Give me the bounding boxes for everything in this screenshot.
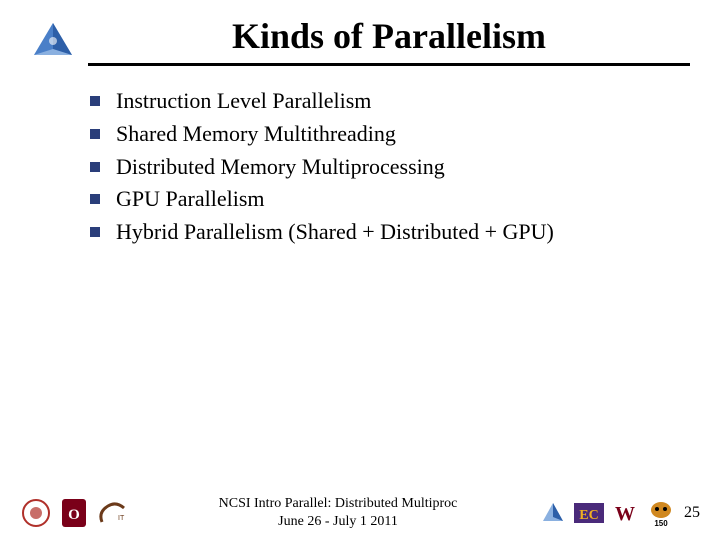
list-item: Shared Memory Multithreading [90, 119, 690, 150]
bullet-text: Instruction Level Parallelism [116, 86, 371, 117]
slide-title: Kinds of Parallelism [88, 15, 690, 57]
ou-logo-icon: O [60, 497, 88, 529]
list-item: Distributed Memory Multiprocessing [90, 152, 690, 183]
w-logo-icon: W [612, 500, 638, 526]
svg-text:O: O [68, 507, 80, 523]
bullet-text: Shared Memory Multithreading [116, 119, 396, 150]
tri-logo-icon [540, 500, 566, 526]
bullet-marker-icon [90, 227, 100, 237]
bullet-list: Instruction Level Parallelism Shared Mem… [90, 86, 690, 248]
title-rule [88, 63, 690, 66]
slide: Kinds of Parallelism Instruction Level P… [0, 0, 720, 540]
slide-number: 25 [676, 504, 700, 522]
oscer-logo-icon [20, 497, 52, 529]
footer-line2: June 26 - July 1 2011 [136, 513, 540, 531]
footer-line1: NCSI Intro Parallel: Distributed Multipr… [136, 495, 540, 513]
corner-logo [30, 19, 76, 65]
svg-text:IT: IT [118, 515, 125, 522]
list-item: Hybrid Parallelism (Shared + Distributed… [90, 217, 690, 248]
bullet-text: Distributed Memory Multiprocessing [116, 152, 445, 183]
list-item: Instruction Level Parallelism [90, 86, 690, 117]
svg-text:EC: EC [579, 508, 598, 523]
footer-logos-right: EC W 150 [540, 499, 676, 527]
it-logo-icon: IT [96, 498, 136, 528]
list-item: GPU Parallelism [90, 184, 690, 215]
bullet-marker-icon [90, 96, 100, 106]
tiger-logo-icon: 150 [646, 499, 676, 527]
footer-logos-left: O IT [20, 497, 136, 529]
bullet-marker-icon [90, 129, 100, 139]
triangle-logo-icon [30, 19, 76, 65]
svg-text:W: W [615, 503, 635, 525]
header-row: Kinds of Parallelism [30, 15, 690, 66]
title-area: Kinds of Parallelism [88, 15, 690, 66]
ecu-logo-icon: EC [574, 500, 604, 526]
bullet-marker-icon [90, 162, 100, 172]
bullet-text: GPU Parallelism [116, 184, 265, 215]
footer-text: NCSI Intro Parallel: Distributed Multipr… [136, 495, 540, 530]
bullet-text: Hybrid Parallelism (Shared + Distributed… [116, 217, 554, 248]
footer: O IT NCSI Intro Parallel: Distributed Mu… [0, 495, 720, 530]
svg-text:150: 150 [654, 519, 668, 527]
bullet-marker-icon [90, 194, 100, 204]
